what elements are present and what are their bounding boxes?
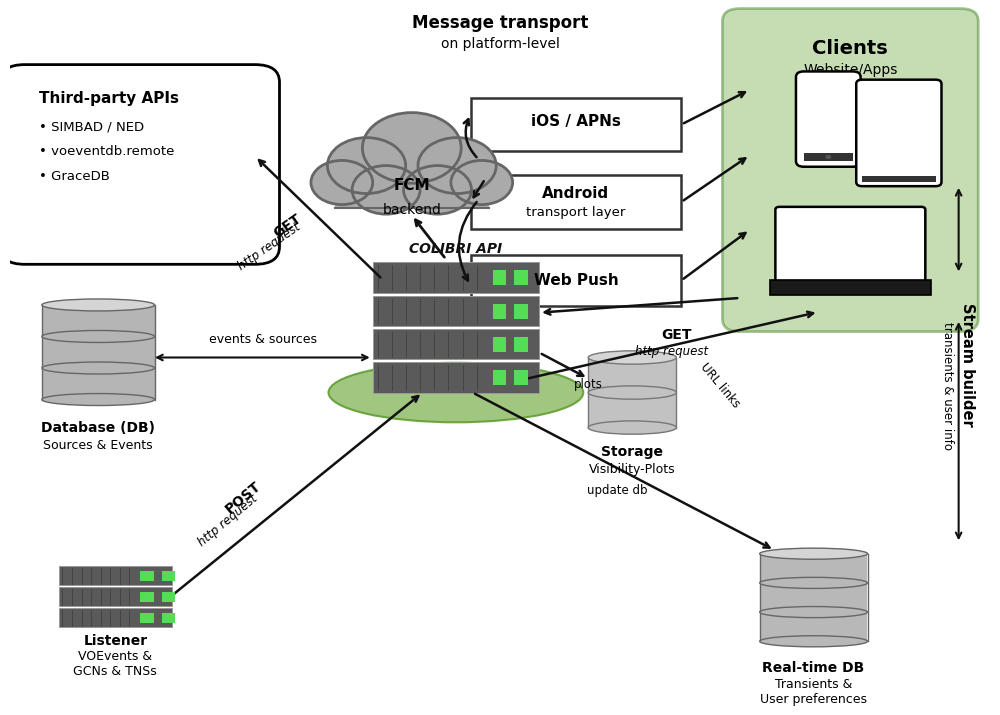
Text: Third-party APIs: Third-party APIs xyxy=(39,91,179,106)
Text: User preferences: User preferences xyxy=(760,693,867,706)
Text: FCM: FCM xyxy=(393,178,430,193)
Bar xyxy=(59,587,172,606)
Text: iOS / APNs: iOS / APNs xyxy=(531,114,621,129)
Text: Visibility-Plots: Visibility-Plots xyxy=(589,463,676,475)
Text: Message transport: Message transport xyxy=(412,14,588,32)
Bar xyxy=(140,613,154,623)
Bar xyxy=(335,179,489,208)
Bar xyxy=(514,270,528,285)
Bar xyxy=(804,153,853,161)
Text: VOEvents &: VOEvents & xyxy=(78,651,152,664)
Text: backend: backend xyxy=(382,203,441,217)
Text: Real-time DB: Real-time DB xyxy=(762,661,865,675)
Bar xyxy=(59,608,172,627)
Text: Database (DB): Database (DB) xyxy=(41,420,155,435)
FancyBboxPatch shape xyxy=(722,9,978,332)
Bar xyxy=(588,393,676,428)
Bar xyxy=(162,592,175,601)
Bar xyxy=(770,280,931,295)
Circle shape xyxy=(311,160,373,204)
Bar xyxy=(760,583,867,612)
Bar xyxy=(471,174,681,230)
Bar xyxy=(373,363,539,393)
Circle shape xyxy=(451,160,513,204)
Bar xyxy=(140,592,154,601)
Bar xyxy=(493,270,506,285)
Bar xyxy=(760,553,867,583)
Text: • SIMBAD / NED: • SIMBAD / NED xyxy=(39,121,145,134)
Text: URL links: URL links xyxy=(698,360,743,410)
Bar xyxy=(42,305,155,337)
Circle shape xyxy=(362,112,461,183)
Bar xyxy=(471,98,681,151)
Text: POST: POST xyxy=(223,479,264,516)
Bar xyxy=(59,566,172,585)
Text: transport layer: transport layer xyxy=(526,207,626,220)
Bar xyxy=(514,337,528,352)
Text: • voeventdb.remote: • voeventdb.remote xyxy=(39,145,175,158)
Bar xyxy=(493,370,506,385)
Text: COLIBRI API: COLIBRI API xyxy=(409,242,502,256)
Circle shape xyxy=(352,166,420,214)
Text: on platform-level: on platform-level xyxy=(441,36,559,51)
Text: • GraceDB: • GraceDB xyxy=(39,169,110,183)
Ellipse shape xyxy=(42,299,155,311)
Bar xyxy=(373,262,539,292)
Text: plots: plots xyxy=(574,378,602,391)
Bar xyxy=(514,370,528,385)
Text: http request: http request xyxy=(195,492,260,548)
Text: GET: GET xyxy=(271,212,304,240)
Ellipse shape xyxy=(42,330,155,342)
Text: Web Push: Web Push xyxy=(534,273,618,288)
Bar xyxy=(162,571,175,581)
Bar xyxy=(140,571,154,581)
Text: Sources & Events: Sources & Events xyxy=(43,440,153,453)
Ellipse shape xyxy=(760,577,867,588)
Text: Website/Apps: Website/Apps xyxy=(803,63,898,77)
Bar xyxy=(471,255,681,305)
Ellipse shape xyxy=(760,548,867,559)
Circle shape xyxy=(825,155,831,159)
FancyBboxPatch shape xyxy=(775,207,925,282)
Text: transients & user info: transients & user info xyxy=(941,322,954,450)
Circle shape xyxy=(327,137,406,194)
Text: Stream builder: Stream builder xyxy=(960,302,975,426)
Ellipse shape xyxy=(328,363,583,423)
Bar xyxy=(862,176,936,182)
Text: Storage: Storage xyxy=(601,445,663,459)
Text: http request: http request xyxy=(236,220,303,273)
Circle shape xyxy=(418,137,496,194)
Ellipse shape xyxy=(588,386,676,399)
Text: GET: GET xyxy=(661,328,692,342)
Text: Transients &: Transients & xyxy=(775,679,852,691)
Text: events & sources: events & sources xyxy=(209,333,317,346)
FancyBboxPatch shape xyxy=(796,72,861,167)
Bar xyxy=(373,296,539,326)
Bar xyxy=(162,613,175,623)
Text: Android: Android xyxy=(542,186,610,201)
FancyBboxPatch shape xyxy=(856,79,941,186)
Ellipse shape xyxy=(588,421,676,434)
Text: http request: http request xyxy=(635,345,708,358)
Ellipse shape xyxy=(760,606,867,618)
Ellipse shape xyxy=(760,636,867,647)
Ellipse shape xyxy=(42,393,155,405)
FancyBboxPatch shape xyxy=(0,64,279,265)
Bar xyxy=(42,368,155,400)
Bar xyxy=(42,337,155,368)
Bar xyxy=(373,329,539,359)
Bar xyxy=(493,337,506,352)
Ellipse shape xyxy=(588,351,676,364)
Ellipse shape xyxy=(42,362,155,374)
Text: Listener: Listener xyxy=(83,634,147,649)
Bar xyxy=(760,612,867,641)
Text: Clients: Clients xyxy=(812,39,888,58)
Text: update db: update db xyxy=(587,484,648,497)
Bar xyxy=(493,304,506,319)
Bar xyxy=(514,304,528,319)
Circle shape xyxy=(404,166,471,214)
Bar xyxy=(588,358,676,393)
Text: GCNs & TNSs: GCNs & TNSs xyxy=(73,665,157,678)
